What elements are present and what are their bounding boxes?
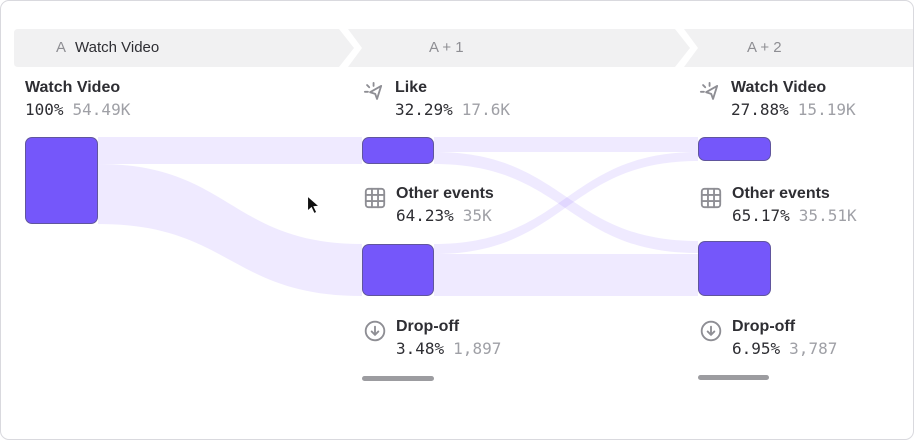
grid-icon [698,185,724,211]
node-title: Watch Video [731,79,827,96]
node-stats: 6.95% 3,787 [732,338,837,360]
grid-icon [362,185,388,211]
click-icon [697,79,723,105]
node-count: 17.6K [461,100,510,119]
step-label-a1: A + 1 [429,39,464,56]
node-label-dropoff-a2: Drop-off 6.95% 3,787 [698,317,837,360]
node-percent: 27.88% [731,100,789,119]
node-percent: 3.48% [396,339,445,358]
dropoff-bar-a1[interactable] [362,376,434,381]
node-percent: 65.17% [732,206,790,225]
node-count: 35.51K [798,206,857,225]
node-stats: 64.23% 35K [396,205,494,227]
node-stats: 65.17% 35.51K [732,205,857,227]
node-watch-video-a2[interactable] [698,137,771,161]
node-count: 35K [462,206,492,225]
node-count: 54.49K [72,100,131,119]
node-count: 3,787 [789,339,838,358]
node-watch-video-a[interactable] [25,137,98,224]
step-header-chevrons [14,29,914,67]
flow-otherevents-to-watchvideo2[interactable] [434,152,698,254]
node-title: Drop-off [396,318,460,335]
step-label-a2: A + 2 [747,39,782,56]
flow-like-to-otherevents2[interactable] [434,152,698,253]
node-title: Other events [396,185,494,202]
node-title: Drop-off [732,318,796,335]
node-label-watch-video-a2: Watch Video 27.88% 15.19K [697,78,856,121]
node-stats: 3.48% 1,897 [396,338,501,360]
dropoff-bar-a2[interactable] [698,375,769,380]
step-chevron-a2[interactable] [684,29,914,67]
flow-watchvideo-to-like[interactable] [98,137,362,164]
step-chevron-a1[interactable] [348,29,690,67]
node-title: Other events [732,185,830,202]
node-stats: 100% 54.49K [25,99,130,121]
node-percent: 6.95% [732,339,781,358]
node-percent: 32.29% [395,100,453,119]
dropoff-icon [698,318,724,344]
node-stats: 32.29% 17.6K [395,99,510,121]
node-count: 15.19K [797,100,856,119]
click-icon [361,79,387,105]
node-label-watch-video-a: Watch Video 100% 54.49K [25,78,130,121]
node-other-events-a2[interactable] [698,241,771,296]
node-other-events-a1[interactable] [362,244,434,296]
node-label-other-events-a1: Other events 64.23% 35K [362,184,494,227]
node-title: Watch Video [25,79,121,96]
step-letter: A [56,39,67,56]
node-percent: 64.23% [396,206,454,225]
node-percent: 100% [25,100,64,119]
flow-watchvideo-to-otherevents[interactable] [98,164,362,296]
flow-otherevents-to-otherevents2[interactable] [434,254,698,296]
node-stats: 27.88% 15.19K [731,99,856,121]
node-count: 1,897 [453,339,502,358]
node-label-dropoff-a1: Drop-off 3.48% 1,897 [362,317,501,360]
node-like-a1[interactable] [362,137,434,164]
step-chevron-a[interactable] [14,29,354,67]
flow-like-to-watchvideo2[interactable] [434,137,698,152]
node-label-like-a1: Like 32.29% 17.6K [361,78,510,121]
node-label-other-events-a2: Other events 65.17% 35.51K [698,184,857,227]
dropoff-icon [362,318,388,344]
mouse-cursor-icon [306,195,321,215]
node-title: Like [395,79,428,96]
step-label-a: A Watch Video [56,39,160,56]
